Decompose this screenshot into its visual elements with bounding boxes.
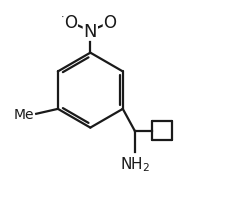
Text: −: − xyxy=(60,11,71,24)
Text: N: N xyxy=(84,23,97,41)
Text: O: O xyxy=(64,14,77,32)
Text: +: + xyxy=(90,20,101,33)
Text: O: O xyxy=(104,14,117,32)
Text: Me: Me xyxy=(14,107,34,121)
Text: NH$_2$: NH$_2$ xyxy=(120,154,150,173)
